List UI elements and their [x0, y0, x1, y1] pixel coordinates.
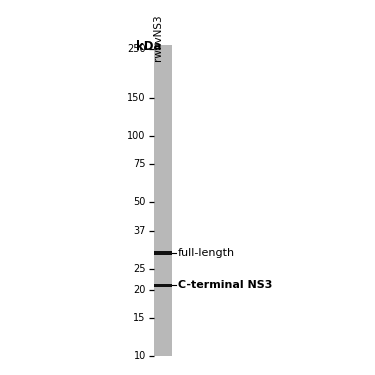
Text: 150: 150	[127, 93, 146, 102]
Text: 15: 15	[134, 312, 146, 322]
Bar	[154, 251, 172, 255]
Bar	[154, 45, 172, 356]
Text: full-length: full-length	[178, 248, 235, 258]
Text: 50: 50	[134, 198, 146, 207]
Text: rwnvNS3: rwnvNS3	[153, 14, 163, 61]
Bar	[154, 284, 172, 287]
Text: 25: 25	[133, 264, 146, 274]
Text: 100: 100	[128, 131, 146, 141]
Text: 20: 20	[134, 285, 146, 295]
Text: 75: 75	[133, 159, 146, 169]
Text: kDa: kDa	[136, 40, 162, 53]
Text: C-terminal NS3: C-terminal NS3	[178, 280, 272, 290]
Text: 250: 250	[127, 44, 146, 54]
Text: 37: 37	[134, 226, 146, 236]
Text: 10: 10	[134, 351, 146, 361]
